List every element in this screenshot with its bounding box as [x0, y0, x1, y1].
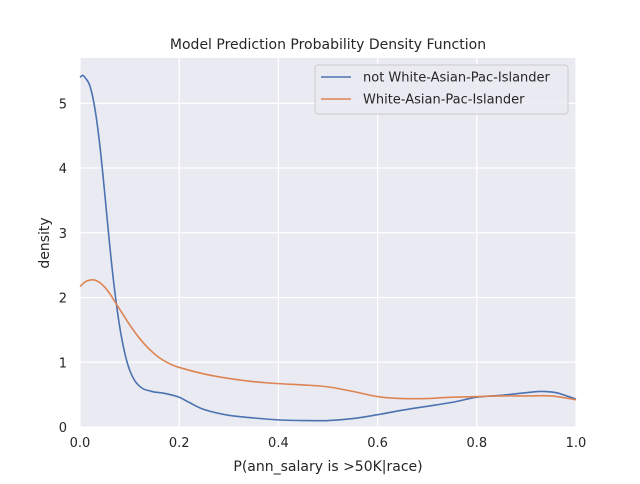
x-axis-ticks: 0.0 0.2 0.4 0.6 0.8 1.0 [70, 436, 587, 451]
x-tick-label: 1.0 [566, 436, 587, 451]
chart-title: Model Prediction Probability Density Fun… [170, 37, 486, 53]
y-tick-label: 5 [59, 97, 67, 112]
y-tick-label: 3 [59, 227, 67, 242]
series-line-0 [79, 74, 577, 422]
series-line-1 [79, 278, 577, 401]
y-axis-label: density [37, 217, 53, 268]
y-tick-label: 0 [59, 421, 67, 436]
x-tick-label: 0.0 [70, 436, 91, 451]
x-axis-label: P(ann_salary is >50K|race) [233, 459, 422, 475]
x-tick-label: 0.4 [268, 436, 289, 451]
x-tick-label: 0.2 [169, 436, 190, 451]
legend-box [314, 64, 569, 115]
series-layer [79, 74, 577, 422]
plot-background [80, 58, 576, 427]
y-tick-label: 1 [59, 356, 67, 371]
y-axis-ticks: 0 1 2 3 4 5 [59, 97, 67, 436]
y-tick-label: 4 [59, 162, 67, 177]
legend-label: not White-Asian-Pac-Islander [363, 71, 551, 86]
legend: not White-Asian-Pac-Islander White-Asian-… [314, 64, 569, 115]
x-tick-label: 0.8 [466, 436, 487, 451]
x-tick-label: 0.6 [367, 436, 388, 451]
legend-label: White-Asian-Pac-Islander [363, 93, 525, 108]
grid [79, 58, 577, 428]
y-tick-label: 2 [59, 292, 67, 307]
